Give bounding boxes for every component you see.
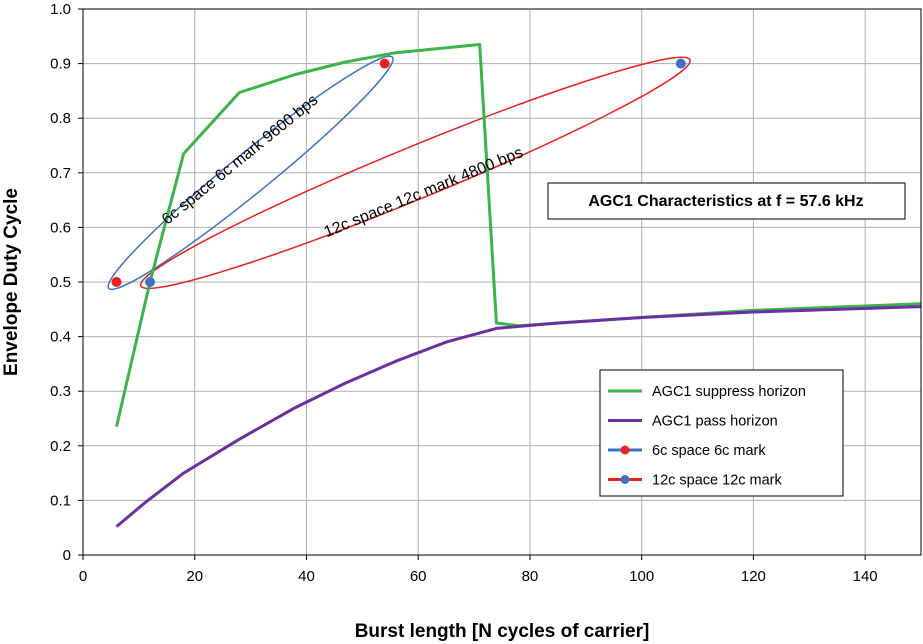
annotation-12c-label: 12c space 12c mark 4800 bps bbox=[322, 144, 526, 241]
y-tick-label: 0.2 bbox=[50, 438, 71, 455]
y-tick-label: 0.5 bbox=[50, 274, 71, 291]
y-tick-label: 0.3 bbox=[50, 383, 71, 400]
y-tick-label: 0.7 bbox=[50, 165, 71, 182]
y-tick-label: 0.1 bbox=[50, 492, 71, 509]
series-line-suppress-horizon bbox=[115, 43, 922, 428]
marker-12c-point bbox=[675, 58, 686, 69]
y-tick-label: 0.6 bbox=[50, 219, 71, 236]
legend-label: 12c space 12c mark bbox=[652, 473, 783, 489]
y-tick-label: 0.9 bbox=[50, 56, 71, 73]
y-axis-title: Envelope Duty Cycle bbox=[1, 188, 22, 376]
y-tick-label: 0 bbox=[63, 547, 71, 564]
legend-label: AGC1 pass horizon bbox=[652, 414, 778, 430]
series-line-pass-horizon bbox=[115, 305, 922, 528]
legend-label: 6c space 6c mark bbox=[652, 443, 766, 459]
x-tick-label: 120 bbox=[741, 568, 766, 585]
series-markers bbox=[111, 58, 686, 287]
x-tick-label: 100 bbox=[629, 568, 654, 585]
x-tick-label: 40 bbox=[298, 568, 315, 585]
y-tick-label: 0.8 bbox=[50, 110, 71, 127]
marker-12c-point bbox=[145, 277, 156, 287]
x-tick-label: 80 bbox=[522, 568, 539, 585]
tick-labels: 0 20 40 60 80 100 120 140 0 0.1 0.2 0.3 0.4 0.5 0.6 0.7… bbox=[50, 1, 878, 585]
legend-marker bbox=[620, 475, 630, 484]
marker-6c-point bbox=[379, 58, 390, 69]
annotation-ellipses bbox=[107, 55, 691, 291]
grid bbox=[82, 8, 921, 556]
x-tick-label: 60 bbox=[410, 568, 427, 585]
chart-title-box: AGC1 Characteristics at f = 57.6 kHz bbox=[547, 182, 906, 220]
legend: AGC1 suppress horizon AGC1 pass horizon 6c… bbox=[599, 369, 844, 497]
legend-label: AGC1 suppress horizon bbox=[652, 384, 806, 400]
y-tick-label: 0.4 bbox=[50, 329, 71, 346]
marker-6c-point bbox=[111, 277, 122, 287]
x-tick-label: 0 bbox=[79, 568, 87, 585]
chart-title: AGC1 Characteristics at f = 57.6 kHz bbox=[588, 193, 863, 210]
x-tick-label: 20 bbox=[186, 568, 203, 585]
x-tick-label: 140 bbox=[853, 568, 878, 585]
ellipse-12c bbox=[139, 56, 691, 290]
y-tick-label: 1.0 bbox=[50, 1, 71, 18]
ellipse-6c bbox=[107, 55, 394, 291]
x-axis-title: Burst length [N cycles of carrier] bbox=[355, 621, 650, 642]
series-lines bbox=[115, 43, 922, 528]
legend-marker bbox=[620, 445, 630, 455]
